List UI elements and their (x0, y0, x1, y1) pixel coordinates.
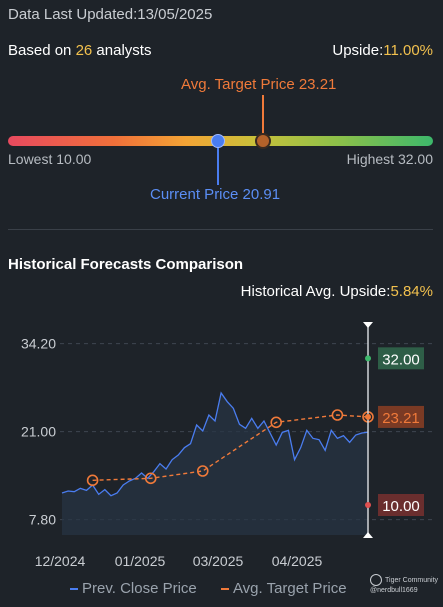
highest-label: Highest 32.00 (346, 151, 433, 167)
legend-prev-close-label: Prev. Close Price (82, 580, 197, 597)
avg-target-label: Avg. Target Price 23.21 (181, 76, 337, 93)
current-price-label: Current Price 20.91 (150, 186, 281, 203)
marker-dot-low (365, 502, 371, 508)
avg-target-point (270, 416, 283, 429)
x-tick-label: 12/2024 (35, 553, 86, 569)
analyst-count: 26 (75, 42, 93, 59)
avg-target-point (331, 409, 344, 421)
avg-target-pointer (262, 95, 264, 134)
legend-swatch-orange (220, 588, 229, 591)
legend-swatch-blue (70, 588, 78, 591)
current-price-pointer (217, 147, 219, 185)
historical-upside-text: Historical Avg. Upside:5.84% (241, 283, 433, 300)
analyst-count-text: Based on 26 analysts (8, 42, 151, 59)
historical-upside-label: Historical Avg. Upside: (240, 283, 391, 300)
x-tick-label: 01/2025 (115, 553, 166, 569)
lowest-label: Lowest 10.00 (8, 151, 92, 167)
marker-badge-high (378, 347, 424, 370)
marker-label-high: 32.00 (382, 351, 420, 368)
tiger-logo-icon (370, 574, 382, 586)
avg-target-point (86, 474, 99, 487)
marker-dot-avg (365, 413, 371, 420)
marker-badge-low (378, 494, 424, 516)
based-on-suffix: analysts (92, 42, 152, 59)
watermark: Tiger Community @nerdbull1669 (370, 574, 438, 596)
chart-legend: Prev. Close Price Avg. Target Price (70, 580, 367, 597)
marker-label-low: 10.00 (382, 498, 420, 515)
marker-dot-high (365, 355, 371, 362)
upside-text: Upside:11.00% (332, 42, 433, 59)
avg-target-point (144, 472, 157, 485)
price-line (61, 391, 369, 497)
upside-label: Upside: (332, 42, 384, 59)
marker-label-avg: 23.21 (382, 410, 420, 427)
historical-forecast-chart: 34.20 21.00 7.80 12/2024 01/2025 03/2025 04/20… (21, 322, 435, 569)
historical-upside-value: 5.84% (390, 283, 433, 300)
legend-avg-target-label: Avg. Target Price (232, 580, 347, 597)
legend-avg-target[interactable]: Avg. Target Price (220, 580, 347, 597)
axis-bottom-arrow-icon (363, 532, 373, 538)
upside-value: 11.00% (383, 42, 433, 59)
axis-top-arrow-icon (363, 322, 373, 328)
legend-prev-close[interactable]: Prev. Close Price (70, 580, 197, 597)
section-divider (8, 229, 433, 230)
avg-target-point (196, 465, 209, 477)
last-updated-text: Data Last Updated:13/05/2025 (8, 6, 213, 23)
x-tick-label: 03/2025 (193, 553, 244, 569)
watermark-brand: Tiger Community (385, 576, 439, 584)
section-title: Historical Forecasts Comparison (8, 256, 244, 273)
avg-target-marker (255, 133, 271, 149)
y-tick-label: 7.80 (29, 512, 56, 528)
current-price-marker (211, 134, 225, 148)
marker-badge-avg (378, 405, 424, 428)
price-area (62, 393, 368, 535)
y-tick-label: 34.20 (21, 336, 56, 352)
watermark-handle: @nerdbull1669 (370, 587, 418, 594)
avg-target-line (92, 414, 369, 482)
x-tick-label: 04/2025 (272, 553, 323, 569)
y-tick-label: 21.00 (21, 424, 56, 440)
based-on-prefix: Based on (8, 42, 76, 59)
